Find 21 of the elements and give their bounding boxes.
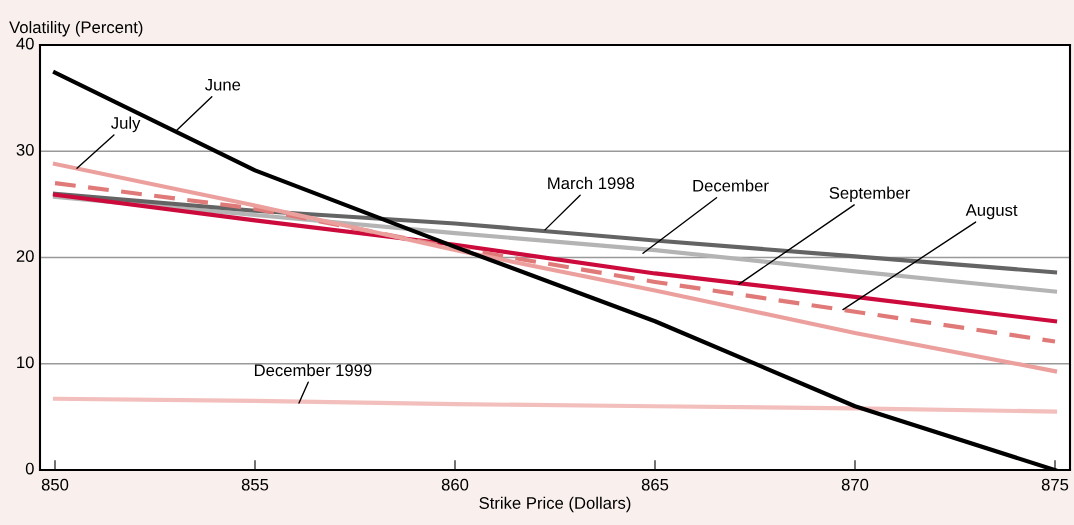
y-tick-label: 40: [16, 37, 34, 50]
annotation: December: [693, 179, 769, 192]
line-series: [52, 396, 1058, 414]
y-axis-title: Volatility (Percent): [9, 20, 143, 37]
x-tick-label: 860: [441, 478, 469, 491]
annotation: March 1998: [548, 176, 635, 190]
y-tick-label: 0: [25, 462, 34, 475]
annotation: December 1999: [254, 363, 372, 377]
annotation: September: [829, 186, 911, 203]
x-axis-title: Strike Price (Dollars): [479, 496, 631, 513]
x-tick-label: 855: [241, 478, 269, 491]
y-tick-label: 20: [16, 250, 34, 262]
annotation: July: [111, 116, 141, 133]
x-tick-label: 870: [841, 478, 869, 491]
y-tick-label: 10: [17, 356, 34, 369]
x-tick-label: 875: [1041, 478, 1069, 491]
x-tick-label: 865: [641, 478, 669, 491]
annotation: August: [965, 204, 1018, 220]
annotation: June: [205, 78, 241, 91]
x-tick-label: 850: [41, 478, 69, 491]
y-tick-label: 30: [16, 143, 34, 156]
